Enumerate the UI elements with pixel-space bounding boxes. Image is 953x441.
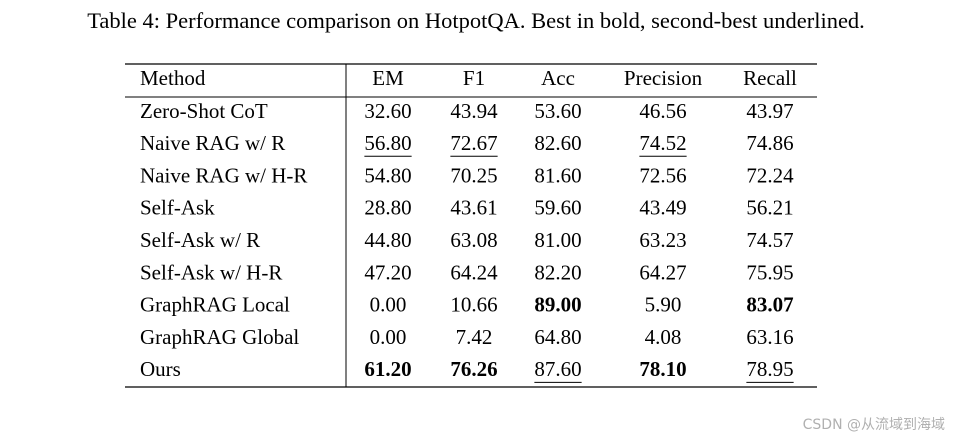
value-cell: 63.08 — [450, 228, 497, 252]
value-cell: 64.24 — [450, 260, 498, 284]
value-cell: 54.80 — [364, 163, 411, 187]
value-cell: 70.25 — [450, 163, 497, 187]
value-cell: 32.60 — [364, 99, 411, 123]
method-cell: Self-Ask w/ R — [140, 228, 260, 252]
value-cell: 72.56 — [639, 163, 686, 187]
value-cell: 64.80 — [534, 325, 581, 349]
value-cell: 47.20 — [364, 260, 411, 284]
value-cell: 76.26 — [450, 357, 497, 381]
method-cell: Zero-Shot CoT — [140, 99, 268, 123]
value-cell: 44.80 — [364, 228, 411, 252]
value-cell: 56.21 — [746, 196, 793, 220]
method-cell: GraphRAG Local — [140, 293, 290, 317]
value-cell: 74.57 — [746, 228, 793, 252]
method-cell: GraphRAG Global — [140, 325, 299, 349]
value-cell: 89.00 — [534, 293, 581, 317]
value-cell: 64.27 — [639, 260, 686, 284]
header-cell: Recall — [743, 66, 797, 90]
header-cell: EM — [372, 66, 404, 90]
value-cell: 74.52 — [639, 131, 686, 155]
value-cell: 72.67 — [450, 131, 497, 155]
method-cell: Naive RAG w/ R — [140, 131, 285, 155]
header-cell: Acc — [541, 66, 575, 90]
header-cell: F1 — [463, 66, 485, 90]
value-cell: 10.66 — [450, 293, 497, 317]
value-cell: 28.80 — [364, 196, 411, 220]
value-cell: 0.00 — [370, 293, 407, 317]
value-cell: 63.23 — [639, 228, 686, 252]
method-cell: Ours — [140, 357, 181, 381]
value-cell: 81.60 — [534, 163, 581, 187]
value-cell: 75.95 — [746, 260, 793, 284]
value-cell: 59.60 — [534, 196, 581, 220]
value-cell: 43.61 — [450, 196, 497, 220]
value-cell: 78.95 — [746, 357, 793, 381]
value-cell: 63.16 — [746, 325, 793, 349]
value-cell: 82.60 — [534, 131, 581, 155]
method-cell: Self-Ask w/ H-R — [140, 260, 282, 284]
header-cell: Method — [140, 66, 206, 90]
value-cell: 87.60 — [534, 357, 581, 381]
header-cell: Precision — [624, 66, 703, 90]
value-cell: 82.20 — [534, 260, 581, 284]
value-cell: 81.00 — [534, 228, 581, 252]
method-cell: Naive RAG w/ H-R — [140, 163, 307, 187]
method-cell: Self-Ask — [140, 196, 215, 220]
value-cell: 61.20 — [364, 357, 411, 381]
value-cell: 7.42 — [456, 325, 493, 349]
value-cell: 46.56 — [639, 99, 686, 123]
value-cell: 43.49 — [639, 196, 686, 220]
value-cell: 4.08 — [645, 325, 682, 349]
value-cell: 72.24 — [746, 163, 794, 187]
value-cell: 5.90 — [645, 293, 682, 317]
value-cell: 78.10 — [639, 357, 686, 381]
caption: Table 4: Performance comparison on Hotpo… — [87, 8, 865, 33]
value-cell: 53.60 — [534, 99, 581, 123]
value-cell: 74.86 — [746, 131, 793, 155]
value-cell: 0.00 — [370, 325, 407, 349]
value-cell: 83.07 — [746, 293, 793, 317]
value-cell: 43.97 — [746, 99, 793, 123]
value-cell: 56.80 — [364, 131, 411, 155]
watermark: CSDN @从流域到海域 — [803, 417, 945, 433]
value-cell: 43.94 — [450, 99, 498, 123]
